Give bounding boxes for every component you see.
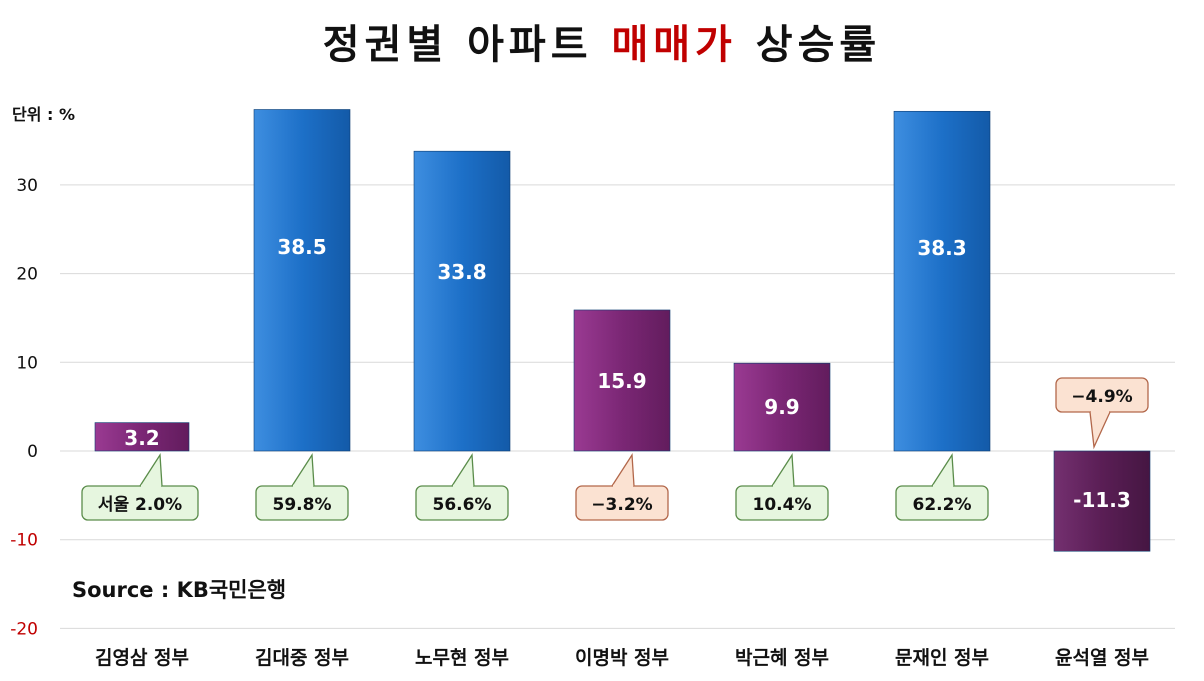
bar bbox=[1053, 450, 1151, 552]
y-tick-label: 20 bbox=[16, 265, 38, 285]
x-axis-labels: 김영삼 정부 김대중 정부 노무현 정부 이명박 정부 박근혜 정부 문재인 정부 윤석열 … bbox=[95, 647, 1149, 669]
bar-value-label: 9.9 bbox=[764, 395, 799, 419]
bar bbox=[253, 109, 351, 452]
x-category-label: 윤석열 정부 bbox=[1055, 647, 1149, 669]
chart-title-prefix: 정권별 아파트 bbox=[322, 22, 612, 68]
bar-value-label: 33.8 bbox=[437, 260, 486, 284]
y-tick-label: 10 bbox=[16, 353, 38, 373]
callout-pointer bbox=[1089, 411, 1111, 450]
y-tick-label: -10 bbox=[10, 531, 38, 551]
x-category-label: 이명박 정부 bbox=[575, 647, 669, 669]
unit-label: 단위 : % bbox=[12, 105, 75, 124]
callout-pointer bbox=[451, 452, 475, 487]
callout-pointer bbox=[291, 452, 315, 487]
y-tick-label: 0 bbox=[27, 442, 38, 462]
y-tick-label: -20 bbox=[10, 619, 38, 639]
bar bbox=[413, 150, 511, 452]
bar bbox=[573, 309, 671, 452]
y-axis-ticks: 30 20 10 0 -10 -20 bbox=[10, 176, 38, 640]
x-category-label: 박근혜 정부 bbox=[735, 647, 829, 669]
x-category-label: 문재인 정부 bbox=[895, 647, 989, 669]
bar bbox=[94, 422, 190, 452]
chart-title-highlight: 매매가 bbox=[611, 22, 737, 68]
chart-title-suffix: 상승률 bbox=[736, 22, 882, 68]
bar-value-label: 38.5 bbox=[277, 235, 326, 259]
callout-pointer bbox=[611, 452, 635, 487]
callout-text: −4.9% bbox=[1071, 387, 1132, 407]
x-category-label: 김영삼 정부 bbox=[95, 647, 189, 669]
x-category-label: 김대중 정부 bbox=[255, 647, 349, 669]
bar bbox=[733, 362, 831, 452]
callout-pointer bbox=[139, 452, 163, 487]
bar-value-label: 15.9 bbox=[597, 369, 646, 393]
callout-pointer bbox=[771, 452, 795, 487]
chart-title: 정권별 아파트 매매가 상승률 bbox=[0, 12, 1204, 70]
bar bbox=[893, 110, 991, 452]
callout-text: 62.2% bbox=[913, 495, 972, 515]
source-label: Source : KB국민은행 bbox=[72, 578, 286, 602]
y-tick-label: 30 bbox=[16, 176, 38, 196]
callout-pointer bbox=[931, 452, 955, 487]
callout-text: 10.4% bbox=[753, 495, 812, 515]
callout-text: 59.8% bbox=[273, 495, 332, 515]
bar-value-label: 38.3 bbox=[917, 236, 966, 260]
bars: 3.2 38.5 33.8 15.9 9.9 38.3 -11.3 bbox=[94, 109, 1151, 552]
x-category-label: 노무현 정부 bbox=[415, 647, 509, 669]
bar-value-label: 3.2 bbox=[124, 426, 159, 450]
seoul-callouts: 서울 2.0% 59.8% 56.6% −3.2% 10.4% 62.2% −4.9% bbox=[81, 377, 1149, 521]
callout-text: 56.6% bbox=[433, 495, 492, 515]
callout-text: −3.2% bbox=[591, 495, 652, 515]
callout-text: 서울 2.0% bbox=[98, 495, 182, 515]
bar-value-label: -11.3 bbox=[1073, 488, 1131, 512]
